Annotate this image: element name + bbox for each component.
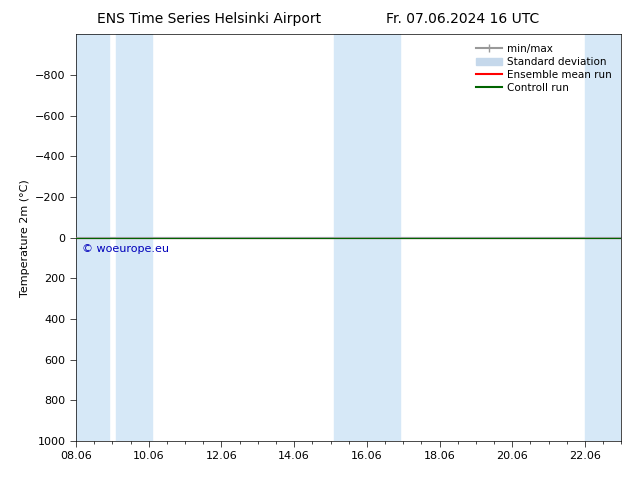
Bar [585, 34, 621, 441]
Bar [116, 34, 152, 441]
Bar [367, 34, 399, 441]
Legend: min/max, Standard deviation, Ensemble mean run, Controll run: min/max, Standard deviation, Ensemble me… [472, 40, 616, 97]
Bar [334, 34, 367, 441]
Text: ENS Time Series Helsinki Airport: ENS Time Series Helsinki Airport [97, 12, 321, 26]
Bar [76, 34, 109, 441]
Text: Fr. 07.06.2024 16 UTC: Fr. 07.06.2024 16 UTC [386, 12, 540, 26]
Y-axis label: Temperature 2m (°C): Temperature 2m (°C) [20, 179, 30, 296]
Text: © woeurope.eu: © woeurope.eu [82, 244, 169, 254]
